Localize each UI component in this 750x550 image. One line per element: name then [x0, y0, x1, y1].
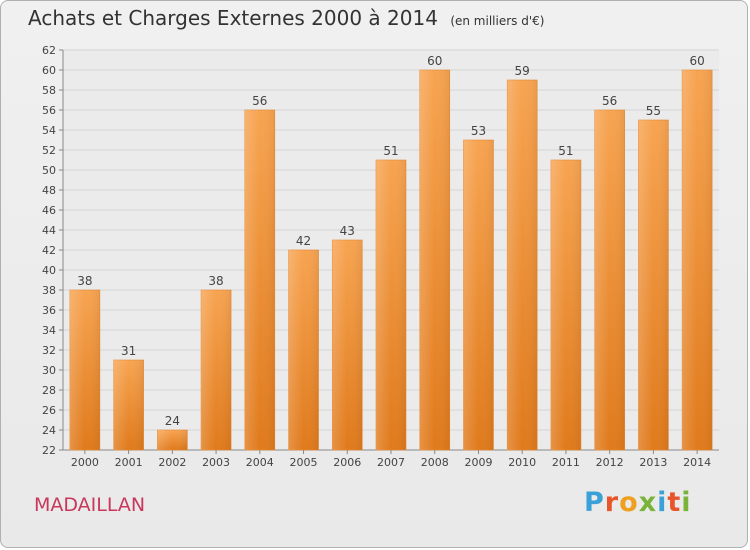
bar-shine — [550, 160, 581, 450]
y-tick-label: 38 — [42, 284, 56, 297]
x-tick-label: 2011 — [552, 456, 580, 469]
chart-unit: (en milliers d'€) — [450, 14, 545, 28]
bar-shine — [157, 430, 188, 450]
logo-letter: i — [681, 487, 692, 518]
bar-shine — [69, 290, 100, 450]
logo-letter: r — [604, 487, 620, 518]
value-label: 51 — [383, 144, 398, 158]
bar-shine — [201, 290, 232, 450]
bars — [69, 69, 713, 451]
logo-letter: i — [657, 487, 668, 518]
value-label: 38 — [77, 274, 92, 288]
x-tick-label: 2002 — [158, 456, 186, 469]
y-tick-label: 28 — [42, 384, 56, 397]
value-label: 55 — [646, 104, 661, 118]
bar-shine — [419, 70, 450, 450]
y-tick-label: 50 — [42, 164, 56, 177]
y-tick-label: 58 — [42, 84, 56, 97]
y-tick-label: 22 — [42, 444, 56, 457]
value-label: 53 — [471, 124, 486, 138]
chart-title: Achats et Charges Externes 2000 à 2014 (… — [28, 6, 544, 30]
x-tick-label: 2001 — [115, 456, 143, 469]
bar-shine — [507, 80, 538, 450]
y-tick-label: 34 — [42, 324, 56, 337]
value-label: 60 — [427, 54, 442, 68]
x-tick-label: 2000 — [71, 456, 99, 469]
x-tick-label: 2004 — [246, 456, 274, 469]
y-tick-label: 26 — [42, 404, 56, 417]
value-label: 59 — [515, 64, 530, 78]
logo-letter: t — [667, 487, 682, 518]
x-tick-label: 2003 — [202, 456, 230, 469]
value-label: 51 — [558, 144, 573, 158]
y-tick-label: 30 — [42, 364, 56, 377]
y-tick-label: 46 — [42, 204, 56, 217]
bar-shine — [594, 110, 625, 450]
x-tick-label: 2008 — [421, 456, 449, 469]
y-tick-label: 54 — [42, 124, 56, 137]
value-label: 24 — [165, 414, 180, 428]
x-tick-label: 2006 — [333, 456, 361, 469]
value-label: 42 — [296, 234, 311, 248]
y-tick-label: 44 — [42, 224, 56, 237]
logo-letter: P — [584, 487, 605, 518]
bar-shine — [288, 250, 319, 450]
y-tick-label: 40 — [42, 264, 56, 277]
logo-letter: x — [638, 487, 658, 518]
x-tick-label: 2014 — [683, 456, 711, 469]
commune-name: MADAILLAN — [34, 494, 146, 516]
axes: 22 24 26 28 30 32 34 36 38 40 42 44 46 48 50 52 54 56 58 60… — [42, 44, 719, 469]
bar-shine — [332, 240, 363, 450]
bar-shine — [244, 110, 275, 450]
logo-letter: o — [619, 487, 639, 518]
bar-shine — [463, 140, 494, 450]
x-tick-label: 2007 — [377, 456, 405, 469]
proxiti-logo: Proxiti — [584, 487, 692, 518]
y-tick-label: 62 — [42, 44, 56, 57]
y-tick-label: 24 — [42, 424, 56, 437]
x-tick-label: 2009 — [464, 456, 492, 469]
y-tick-label: 36 — [42, 304, 56, 317]
y-tick-label: 48 — [42, 184, 56, 197]
x-tick-label: 2012 — [596, 456, 624, 469]
value-label: 43 — [340, 224, 355, 238]
y-tick-label: 42 — [42, 244, 56, 257]
value-label: 60 — [689, 54, 704, 68]
y-tick-label: 52 — [42, 144, 56, 157]
bar-shine — [376, 160, 406, 450]
chart-title-text: Achats et Charges Externes 2000 à 2014 — [28, 6, 438, 30]
bar-shine — [113, 360, 144, 450]
value-label: 56 — [602, 94, 617, 108]
x-tick-label: 2005 — [290, 456, 318, 469]
y-tick-label: 56 — [42, 104, 56, 117]
x-tick-label: 2010 — [508, 456, 536, 469]
bar-shine — [682, 70, 713, 450]
y-tick-label: 60 — [42, 64, 56, 77]
value-label: 31 — [121, 344, 136, 358]
bar-shine — [638, 120, 669, 450]
value-label: 56 — [252, 94, 267, 108]
value-label: 38 — [208, 274, 223, 288]
value-labels: 38 31 24 38 56 42 43 51 60 53 59 51 56 55 60 — [77, 54, 705, 428]
y-tick-label: 32 — [42, 344, 56, 357]
x-tick-label: 2013 — [639, 456, 667, 469]
